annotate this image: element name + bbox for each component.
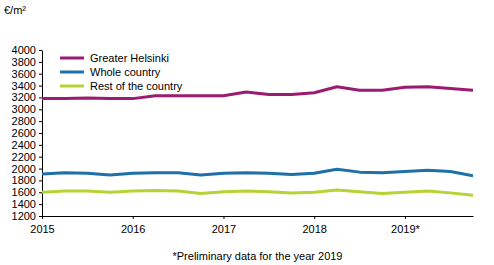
legend-swatch <box>60 57 84 60</box>
y-tick-label: 2200 <box>12 151 36 163</box>
legend-label: Greater Helsinki <box>90 52 169 64</box>
y-tick: 4000 <box>12 44 42 56</box>
y-tick-mark <box>39 50 42 51</box>
x-tick-label: 2019* <box>391 223 420 235</box>
y-tick-mark <box>39 180 42 181</box>
y-tick-label: 2600 <box>12 127 36 139</box>
y-tick-mark <box>39 192 42 193</box>
x-tick-mark <box>133 216 134 219</box>
x-tick-mark <box>405 216 406 219</box>
x-tick: 2018 <box>302 216 326 235</box>
y-tick: 3600 <box>12 68 42 80</box>
footnote: *Preliminary data for the year 2019 <box>173 250 343 262</box>
plot: 1200140016001800200022002400260028003000… <box>12 44 474 235</box>
legend-swatch <box>60 85 84 88</box>
y-tick: 2200 <box>12 151 42 163</box>
x-tick-mark <box>314 216 315 219</box>
x-tick-label: 2016 <box>121 223 145 235</box>
x-tick-label: 2015 <box>30 223 54 235</box>
x-tick-label: 2017 <box>212 223 236 235</box>
y-tick-label: 1600 <box>12 186 36 198</box>
y-tick-label: 1400 <box>12 198 36 210</box>
legend: Greater Helsinki Whole country Rest of the… <box>60 52 183 92</box>
y-tick-label: 3200 <box>12 91 36 103</box>
y-tick-label: 3600 <box>12 68 36 80</box>
y-tick: 1600 <box>12 186 42 198</box>
y-tick: 3400 <box>12 80 42 92</box>
x-tick: 2017 <box>212 216 236 235</box>
x-axis-line <box>43 216 474 217</box>
y-axis-label: €/m² <box>4 4 26 16</box>
y-tick-label: 2400 <box>12 139 36 151</box>
x-axis: 2015 2016 2017 2018 2019* <box>30 216 473 235</box>
y-tick-mark <box>39 145 42 146</box>
y-tick-label: 1200 <box>12 210 36 222</box>
y-tick-label: 3800 <box>12 56 36 68</box>
y-tick-mark <box>39 97 42 98</box>
y-tick-label: 2800 <box>12 115 36 127</box>
x-tick: 2015 <box>30 216 54 235</box>
series-line <box>42 169 473 176</box>
y-tick-mark <box>39 109 42 110</box>
y-tick: 3800 <box>12 56 42 68</box>
y-tick: 2400 <box>12 139 42 151</box>
y-tick-label: 4000 <box>12 44 36 56</box>
legend-label: Rest of the country <box>90 80 183 92</box>
lines <box>42 87 473 195</box>
y-tick-mark <box>39 62 42 63</box>
legend-label: Whole country <box>90 66 161 78</box>
y-tick-mark <box>39 133 42 134</box>
x-tick: 2019* <box>391 216 420 235</box>
y-tick-label: 3000 <box>12 103 36 115</box>
legend-item: Rest of the country <box>60 80 183 92</box>
y-tick: 2000 <box>12 163 42 175</box>
x-tick: 2016 <box>121 216 145 235</box>
y-tick: 1400 <box>12 198 42 210</box>
y-tick-mark <box>39 86 42 87</box>
y-tick-mark <box>39 157 42 158</box>
y-axis: 1200140016001800200022002400260028003000… <box>12 44 43 222</box>
y-tick-mark <box>39 204 42 205</box>
x-tick-mark <box>223 216 224 219</box>
y-tick: 3000 <box>12 103 42 115</box>
legend-item: Greater Helsinki <box>60 52 169 64</box>
chart: 1200140016001800200022002400260028003000… <box>0 0 494 265</box>
legend-swatch <box>60 71 84 74</box>
y-tick: 2600 <box>12 127 42 139</box>
x-tick-mark <box>42 216 43 219</box>
y-tick-mark <box>39 121 42 122</box>
y-tick: 1200 <box>12 210 42 222</box>
legend-item: Whole country <box>60 66 161 78</box>
y-tick-label: 2000 <box>12 163 36 175</box>
y-tick: 3200 <box>12 91 42 103</box>
y-tick: 1800 <box>12 174 42 186</box>
y-tick-mark <box>39 169 42 170</box>
y-tick-label: 1800 <box>12 174 36 186</box>
y-tick-mark <box>39 74 42 75</box>
y-tick-label: 3400 <box>12 80 36 92</box>
y-tick: 2800 <box>12 115 42 127</box>
series-line <box>42 190 473 195</box>
x-tick-label: 2018 <box>302 223 326 235</box>
y-tick-mark <box>39 216 42 217</box>
